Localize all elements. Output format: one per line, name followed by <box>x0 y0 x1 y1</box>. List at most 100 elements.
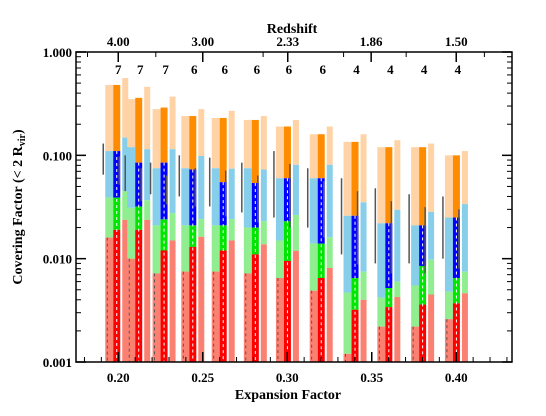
dark-bar-red <box>219 250 227 362</box>
dark-bar-orange <box>419 147 427 226</box>
side-bar-lightgreen <box>428 259 435 295</box>
side-bar-pale <box>428 143 435 212</box>
side-bar-lightgreen <box>260 221 267 245</box>
top-tick-label: 3.00 <box>191 34 214 49</box>
x-axis-title: Expansion Factor <box>235 388 341 403</box>
x-tick-label: 0.40 <box>445 370 468 385</box>
light-bar-lightgreen <box>181 225 190 272</box>
dark-bar-blue <box>135 162 143 207</box>
bar-group-4 <box>181 109 205 362</box>
light-bar-pale <box>275 126 284 179</box>
side-bar-pale <box>169 96 176 150</box>
side-bar-salmon <box>144 219 151 362</box>
x-tick-label: 0.30 <box>276 370 299 385</box>
side-bar-salmon <box>461 293 468 362</box>
y-axis-title-sub: vir <box>17 133 28 146</box>
light-bar-sky <box>211 168 220 226</box>
side-bar-sky <box>461 204 468 272</box>
count-label-9: 4 <box>353 62 360 77</box>
count-label-6: 6 <box>254 62 261 77</box>
side-bar-salmon <box>169 240 176 362</box>
side-bar-lightgreen <box>198 219 205 237</box>
dark-bar-orange <box>283 126 291 179</box>
side-bar-pale <box>461 151 468 205</box>
side-bar-pale <box>260 116 267 170</box>
light-bar-sky <box>309 178 318 244</box>
side-bar-lightgreen <box>360 271 367 300</box>
light-bar-lightgreen <box>211 225 220 272</box>
top-tick-label: 4.00 <box>107 34 130 49</box>
side-bar-pale <box>360 134 367 203</box>
dark-bar-blue <box>189 169 197 226</box>
light-bar-pale <box>411 147 420 226</box>
light-bar-salmon <box>309 290 318 362</box>
light-bar-sky <box>105 151 114 198</box>
dark-bar-red <box>160 250 168 362</box>
y-tick-label: 0.001 <box>43 355 72 370</box>
light-bar-salmon <box>105 237 114 362</box>
light-bar-salmon <box>377 326 386 362</box>
side-bar-salmon <box>260 244 267 362</box>
light-bar-sky <box>343 215 352 293</box>
dark-bar-green <box>419 265 427 305</box>
light-bar-lightgreen <box>105 197 114 238</box>
error-bars <box>102 143 460 274</box>
light-bar-pale <box>377 147 386 224</box>
side-bar-sky <box>360 202 367 272</box>
y-axis-title-end: ) <box>11 129 26 134</box>
light-bar-pale <box>105 84 114 152</box>
dark-bar-orange <box>251 119 259 183</box>
side-bar-sky <box>292 164 299 216</box>
count-label-4: 6 <box>191 62 198 77</box>
dark-bar-blue <box>113 151 121 198</box>
dark-bar-red <box>419 304 427 362</box>
dark-bar-orange <box>160 107 168 163</box>
side-bar-sky <box>169 149 176 214</box>
light-bar-lightgreen <box>152 225 161 274</box>
side-bar-sky <box>228 168 235 220</box>
count-label-5: 6 <box>221 62 228 77</box>
side-bar-sky <box>198 155 205 220</box>
side-bar-pale <box>122 78 129 138</box>
light-bar-sky <box>444 217 453 292</box>
top-axis-title: Redshift <box>267 22 318 37</box>
light-bar-pale <box>181 116 190 169</box>
light-bar-salmon <box>127 258 136 362</box>
x-tick-label: 0.25 <box>191 370 214 385</box>
count-label-1: 7 <box>115 62 122 77</box>
light-bar-sky <box>127 147 136 208</box>
side-bar-pale <box>394 140 401 210</box>
count-label-2: 7 <box>137 62 144 77</box>
light-bar-pale <box>309 134 318 179</box>
light-bar-pale <box>343 141 352 216</box>
light-bar-lightgreen <box>444 291 453 320</box>
light-bar-salmon <box>343 353 352 362</box>
side-bar-lightgreen <box>122 191 129 220</box>
side-bar-salmon <box>428 294 435 362</box>
bar-group-7 <box>275 119 299 362</box>
light-bar-sky <box>152 168 161 226</box>
light-bar-salmon <box>444 319 453 362</box>
bar-group-9 <box>343 134 367 362</box>
light-bar-lightgreen <box>377 297 386 327</box>
side-bar-pale <box>198 109 205 156</box>
side-bar-lightgreen <box>292 215 299 251</box>
dark-bar-orange <box>189 116 197 170</box>
bar-group-10 <box>377 140 401 362</box>
count-label-8: 6 <box>319 62 326 77</box>
plot-frame <box>75 51 513 363</box>
dark-bar-blue <box>160 162 168 220</box>
side-bar-salmon <box>122 219 129 362</box>
bar-group-8 <box>309 126 333 362</box>
light-bar-lightgreen <box>127 207 136 259</box>
top-tick-label: 1.50 <box>445 34 468 49</box>
side-bar-lightgreen <box>394 281 401 298</box>
side-bar-sky <box>326 164 333 238</box>
light-bar-pale <box>152 109 161 169</box>
dark-bar-orange <box>113 84 121 152</box>
light-bar-salmon <box>211 271 220 362</box>
y-tick-label: 0.100 <box>43 148 72 163</box>
side-bar-salmon <box>228 240 235 362</box>
bar-group-6 <box>243 116 267 362</box>
